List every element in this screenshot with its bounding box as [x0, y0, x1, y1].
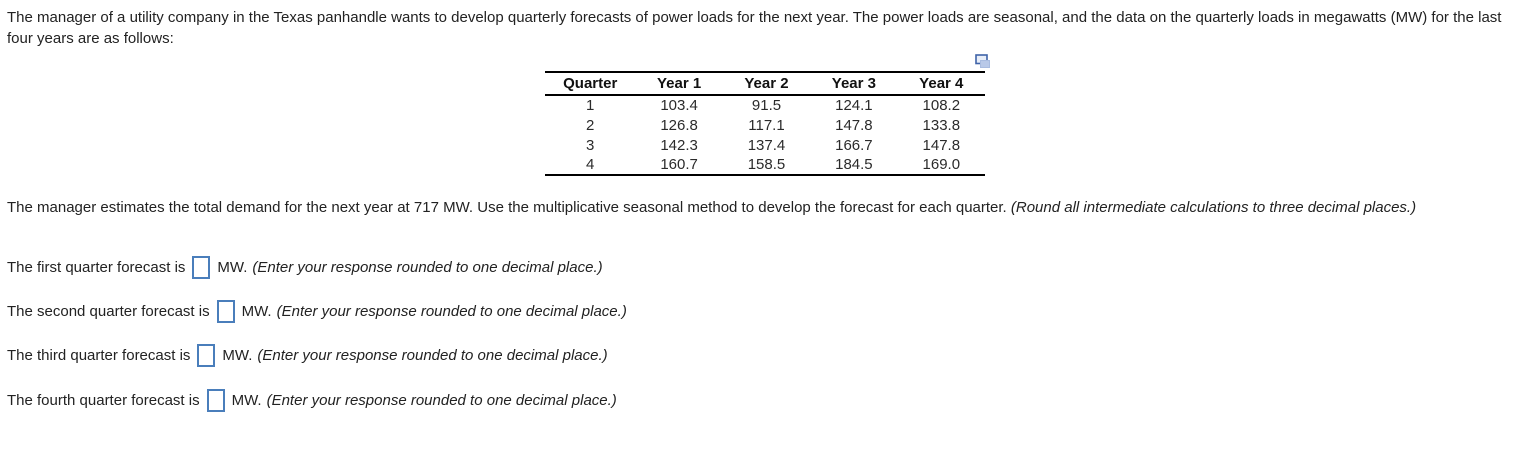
cell-quarter: 1: [586, 97, 595, 114]
quarterly-loads-table: Quarter Year 1 Year 2 Year 3 Year 4 1 10…: [545, 71, 985, 176]
table-header-row: Quarter Year 1 Year 2 Year 3 Year 4: [545, 72, 985, 95]
cell-value: 117.1: [748, 116, 785, 134]
cell-value: 103.4: [660, 97, 698, 114]
cell-value: 133.8: [922, 116, 961, 134]
cell-value: 126.8: [660, 116, 698, 134]
task-instructions: The manager estimates the total demand f…: [7, 197, 1485, 219]
question-note: (Enter your response rounded to one deci…: [266, 392, 617, 409]
problem-statement: The manager of a utility company in the …: [7, 9, 1502, 47]
header-quarter: Quarter: [563, 75, 618, 92]
question-note: (Enter your response rounded to one deci…: [257, 347, 608, 364]
question-first-quarter: The first quarter forecast is MW. (Enter…: [7, 256, 603, 279]
load-data-table-container: Quarter Year 1 Year 2 Year 3 Year 4 1 10…: [545, 54, 990, 176]
cell-value: 158.5: [747, 156, 786, 173]
cell-value: 166.7: [835, 136, 873, 154]
second-quarter-forecast-input[interactable]: [216, 300, 235, 323]
cell-value: 124.1: [835, 97, 873, 114]
question-unit: MW.: [222, 347, 253, 364]
question-unit: MW.: [231, 392, 262, 409]
task-instructions-text: The manager estimates the total demand f…: [7, 199, 1011, 216]
question-second-quarter: The second quarter forecast is MW. (Ente…: [7, 300, 627, 323]
question-unit: MW.: [217, 259, 248, 276]
table-row: 2 126.8 117.1 147.8 133.8: [545, 115, 985, 135]
table-row: 3 142.3 137.4 166.7 147.8: [545, 135, 985, 155]
fourth-quarter-forecast-input[interactable]: [206, 389, 225, 412]
cell-value: 169.0: [922, 156, 961, 173]
question-prefix: The first quarter forecast is: [7, 259, 186, 276]
cell-value: 142.3: [660, 136, 698, 154]
table-row: 1 103.4 91.5 124.1 108.2: [545, 95, 985, 115]
cell-value: 137.4: [747, 136, 786, 154]
third-quarter-forecast-input[interactable]: [197, 344, 216, 367]
cell-value: 147.8: [922, 136, 961, 154]
cell-value: 91.5: [751, 97, 782, 114]
header-year1: Year 1: [656, 75, 702, 92]
cell-value: 184.5: [835, 156, 873, 173]
cell-value: 147.8: [835, 116, 873, 134]
rounding-note: (Round all intermediate calculations to …: [1010, 199, 1417, 216]
question-unit: MW.: [241, 303, 272, 320]
cell-value: 108.2: [922, 97, 961, 114]
cell-quarter: 2: [586, 116, 595, 134]
question-fourth-quarter: The fourth quarter forecast is MW. (Ente…: [7, 389, 617, 412]
header-year4: Year 4: [919, 75, 964, 92]
cell-quarter: 4: [586, 156, 595, 173]
table-row: 4 160.7 158.5 184.5 169.0: [545, 155, 985, 175]
first-quarter-forecast-input[interactable]: [192, 256, 211, 279]
cell-quarter: 3: [586, 136, 595, 154]
header-year2: Year 2: [744, 75, 789, 92]
copy-table-icon[interactable]: [974, 54, 990, 70]
cell-value: 160.7: [660, 156, 698, 173]
header-year3: Year 3: [831, 75, 876, 92]
question-note: (Enter your response rounded to one deci…: [276, 303, 627, 320]
question-prefix: The third quarter forecast is: [7, 347, 191, 364]
question-prefix: The fourth quarter forecast is: [7, 392, 200, 409]
question-note: (Enter your response rounded to one deci…: [252, 259, 603, 276]
question-prefix: The second quarter forecast is: [7, 303, 210, 320]
question-third-quarter: The third quarter forecast is MW. (Enter…: [7, 344, 608, 367]
